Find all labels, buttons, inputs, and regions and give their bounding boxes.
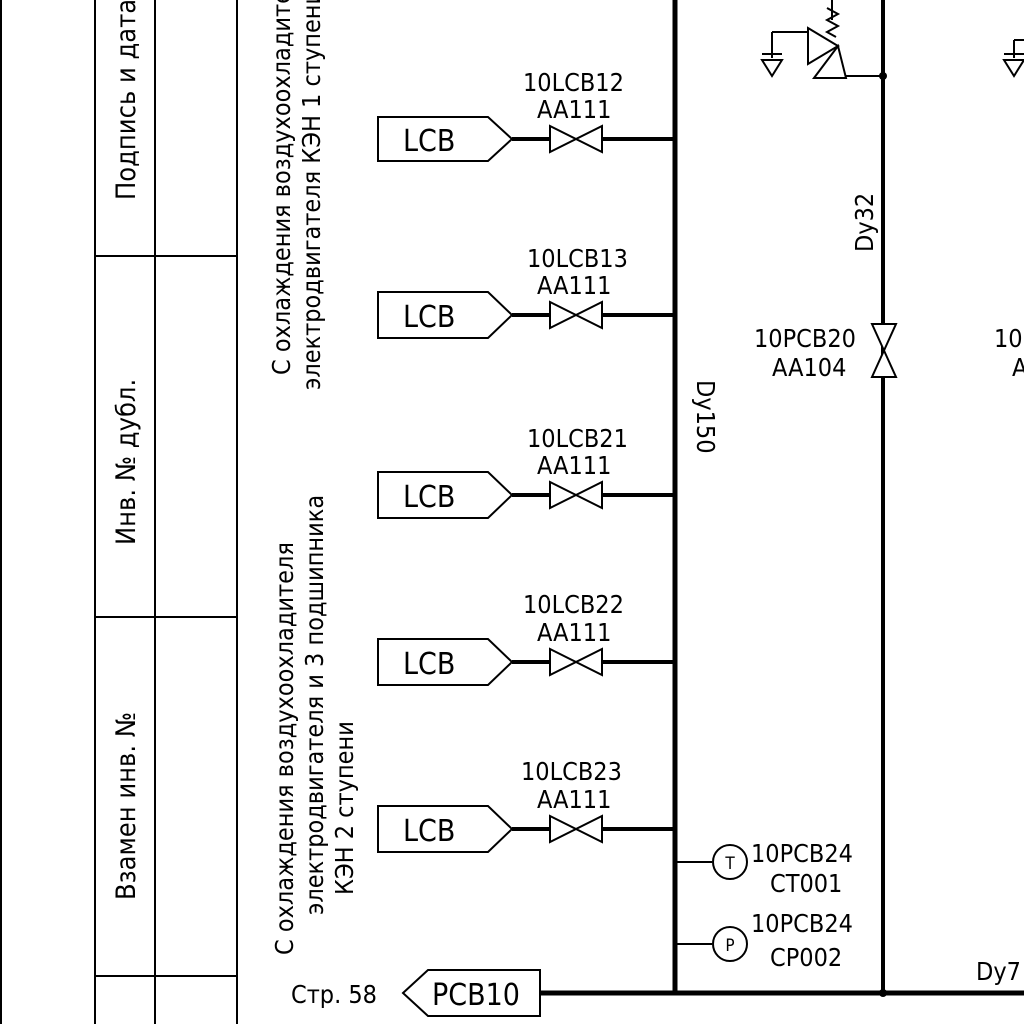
gate-valve-1: [549, 124, 603, 154]
lcb-box-2: [377, 291, 514, 339]
frame-border: [0, 0, 238, 1024]
lcb-box-3: [377, 471, 514, 519]
inlet-row-1: [377, 116, 675, 162]
description-2-line-3: КЭН 2 ступени: [330, 721, 359, 895]
frame-signature-date: Подпись и дата: [111, 0, 142, 200]
frame-dup-inv-no: Инв. № дубл.: [111, 379, 142, 545]
gate-valve-3: [549, 480, 603, 510]
valve-tag-2-line-1: 10LCB13: [527, 244, 628, 273]
valve-tag-3-line-1: 10LCB21: [527, 424, 628, 453]
lcb-box-label-1: LCB: [403, 124, 455, 159]
right-pipe-size-label: Dy7: [976, 957, 1021, 986]
valve-tag-4-line-1: 10LCB22: [523, 590, 624, 619]
lcb-box-label-4: LCB: [403, 647, 455, 682]
pcb10-box-label: PCB10: [432, 978, 520, 1013]
description-1-line-1: С охлаждения воздухоохладителя и 3 подши…: [267, 0, 296, 375]
branch-pipe-size-label: Dy32: [850, 193, 879, 252]
gate-valve-pcb20: [870, 323, 898, 378]
relief-valve-icon: [760, 0, 883, 79]
outlet-page-ref: Стр. 58: [291, 980, 377, 1009]
description-2-line-1: С охлаждения воздухоохладителя: [270, 542, 299, 955]
pressure-instrument-circle: [712, 926, 748, 962]
lcb-box-label-5: LCB: [403, 814, 455, 849]
inlet-row-3: [377, 471, 675, 519]
pipe-junction-dot-bottom: [879, 989, 887, 997]
description-2-line-2: электродвигателя и 3 подшипника: [300, 495, 329, 915]
valve-tag-5-line-1: 10LCB23: [521, 757, 622, 786]
temperature-instrument-tag-line-2: CT001: [770, 869, 842, 898]
right-vent-icon: [1002, 39, 1024, 78]
right-tag-fragment-line-1: 10: [994, 324, 1023, 353]
valve-tag-3-line-2: AA111: [537, 451, 611, 480]
pipe-junction-dot: [879, 72, 887, 80]
temperature-instrument-circle: [712, 844, 748, 880]
gate-valve-5: [549, 814, 603, 844]
lcb-box-label-3: LCB: [403, 480, 455, 515]
pcb10-box: [401, 969, 541, 1017]
valve-tag-4-line-2: AA111: [537, 618, 611, 647]
main-pipe-size-label: Dy150: [691, 380, 720, 454]
pressure-instrument-tag-line-1: 10PCB24: [751, 909, 853, 938]
inlet-row-4: [377, 638, 675, 686]
pressure-instrument-tag-line-2: CP002: [770, 943, 842, 972]
description-1-line-2: электродвигателя КЭН 1 ступени: [297, 0, 326, 390]
valve-pcb20-tag-line-2: AA104: [772, 353, 846, 382]
valve-pcb20-tag-line-1: 10PCB20: [754, 324, 856, 353]
pressure-instrument-symbol: P: [725, 936, 734, 956]
valve-tag-1-line-1: 10LCB12: [523, 68, 624, 97]
temperature-instrument-symbol: T: [724, 854, 735, 874]
lcb-box-4: [377, 638, 514, 686]
gate-valve-2: [549, 300, 603, 330]
lcb-box-5: [377, 805, 514, 853]
inlet-row-2: [377, 291, 675, 339]
temperature-instrument-tag-line-1: 10PCB24: [751, 839, 853, 868]
gate-valve-4: [549, 647, 603, 677]
valve-tag-5-line-2: AA111: [537, 785, 611, 814]
valve-tag-1-line-2: AA111: [537, 95, 611, 124]
frame-replaced-inv-no: Взамен инв. №: [111, 712, 142, 900]
lcb-box-1: [377, 116, 514, 162]
inlet-row-5: [377, 805, 675, 853]
lcb-box-label-2: LCB: [403, 300, 455, 335]
valve-tag-2-line-2: AA111: [537, 271, 611, 300]
right-tag-fragment-line-2: A: [1012, 353, 1024, 382]
